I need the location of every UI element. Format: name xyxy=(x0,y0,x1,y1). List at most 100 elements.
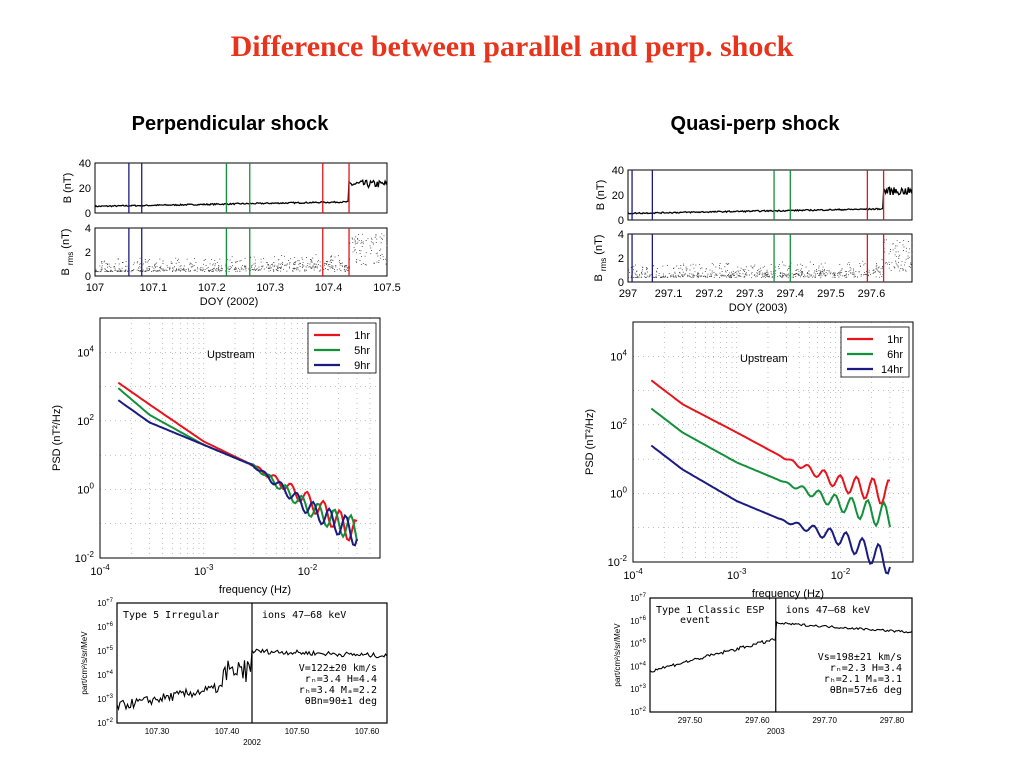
flux-ytick-label: 10+3 xyxy=(97,694,113,704)
psd-series-1hr xyxy=(117,381,358,542)
brms-plot-frame xyxy=(627,233,913,283)
flux-ytick-exp: +4 xyxy=(106,670,114,676)
flux-ytick-exp: +5 xyxy=(106,646,114,652)
flux-ytick-base: 10 xyxy=(97,599,106,608)
brms-axis-label: B rms (nT) xyxy=(60,229,75,276)
flux-ytick-base: 10 xyxy=(630,640,639,649)
psd-ytick-base: 10 xyxy=(75,553,87,565)
psd-ytick-base: 10 xyxy=(610,420,622,432)
flux-yaxis-label: part/cm²/s/sr/MeV xyxy=(80,631,89,695)
flux-ytick-base: 10 xyxy=(630,662,639,671)
ion-energy-label: ions 47–68 keV xyxy=(262,610,346,621)
flux-ytick-exp: +4 xyxy=(639,661,647,667)
psd-ytick-label: 102 xyxy=(610,417,627,432)
flux-ytick-label: 10+4 xyxy=(97,670,113,680)
psd-ytick-exp: -2 xyxy=(620,554,628,563)
flux-ytick-label: 10+7 xyxy=(630,593,646,603)
flux-xtick-label: 297.60 xyxy=(745,716,770,725)
shock-param-label: rₕ=3.4 Mₐ=2.2 xyxy=(299,685,377,696)
brms-label-sub: rms xyxy=(66,252,75,265)
psd-ytick-base: 10 xyxy=(610,351,622,363)
shock-param-label: rₕ=2.1 Mₐ=3.1 xyxy=(824,674,902,685)
legend-label-9hr: 9hr xyxy=(354,360,370,372)
psd-ytick-base: 10 xyxy=(77,347,89,359)
psd-legend: 1hr 5hr 9hr xyxy=(307,322,377,374)
psd-ytick-base: 10 xyxy=(77,484,89,496)
psd-ytick-base: 10 xyxy=(77,416,89,428)
psd-xaxis-label: frequency (Hz) xyxy=(219,584,291,596)
psd-xtick-label: 10-4 xyxy=(90,563,110,578)
flux-xtick-label: 107.40 xyxy=(215,727,240,736)
psd-xtick-label: 10-4 xyxy=(623,567,643,582)
time-xtick-label: 297 xyxy=(619,288,637,300)
shock-param-label: V=122±20 km/s xyxy=(299,663,377,674)
flux-xtick-label: 297.80 xyxy=(880,716,905,725)
b-ytick-label: 20 xyxy=(612,190,624,202)
brms-plot: 4 2 0 B rms (nT) 297 297.1 297.2 297.3 297.4 297.… xyxy=(593,229,913,314)
flux-plot: 10+210+310+410+510+610+7part/cm²/s/sr/Me… xyxy=(80,598,388,747)
flux-year-label: 2002 xyxy=(243,738,261,747)
psd-xtick-exp: -2 xyxy=(843,567,851,576)
b-axis-label: B (nT) xyxy=(595,180,607,211)
time-xtick-label: 107.3 xyxy=(256,282,284,294)
psd-yaxis-label: PSD (nT²/Hz) xyxy=(51,405,63,471)
psd-series-1hr xyxy=(650,379,891,505)
flux-ytick-label: 10+5 xyxy=(97,646,113,656)
psd-legend: 1hr 6hr 14hr xyxy=(840,326,910,378)
psd-ytick-base: 10 xyxy=(610,488,622,500)
flux-ytick-label: 10+5 xyxy=(630,639,646,649)
psd-series-6hr xyxy=(650,407,891,528)
b-field-trace xyxy=(627,186,913,215)
shock-param-label: θBn=57±6 deg xyxy=(830,685,902,696)
flux-ytick-label: 10+6 xyxy=(630,616,646,626)
psd-xtick-exp: -3 xyxy=(739,567,747,576)
psd-annotation: Upstream xyxy=(740,353,788,365)
flux-xtick-label: 107.30 xyxy=(145,727,170,736)
flux-xtick-label: 107.60 xyxy=(355,727,380,736)
shock-param-label: rₙ=3.4 H=4.4 xyxy=(305,674,377,685)
time-xtick-label: 297.2 xyxy=(695,288,723,300)
flux-ytick-exp: +6 xyxy=(106,622,114,628)
flux-ytick-base: 10 xyxy=(630,617,639,626)
psd-series-5hr xyxy=(117,387,358,542)
brms-axis-label: B rms (nT) xyxy=(593,235,608,282)
psd-frame xyxy=(99,317,381,559)
flux-ytick-exp: +2 xyxy=(639,707,647,713)
flux-ytick-base: 10 xyxy=(630,708,639,717)
time-xtick-label: 297.4 xyxy=(777,288,805,300)
flux-ytick-label: 10+3 xyxy=(630,684,646,694)
brms-ytick-label: 2 xyxy=(618,253,624,265)
legend-label-1hr: 1hr xyxy=(354,330,370,342)
psd-ytick-exp: 2 xyxy=(623,417,628,426)
psd-xtick-exp: -3 xyxy=(206,563,214,572)
brms-ytick-label: 4 xyxy=(618,229,624,241)
psd-ytick-exp: 4 xyxy=(90,344,95,353)
legend-label-14hr: 14hr xyxy=(881,364,903,376)
flux-trace xyxy=(116,648,388,712)
time-xtick-label: 297.1 xyxy=(655,288,683,300)
b-field-plot: 40 20 0 B (nT) xyxy=(595,165,913,227)
flux-ytick-label: 10+2 xyxy=(97,718,113,728)
psd-xtick-base: 10 xyxy=(194,566,206,578)
flux-ytick-exp: +6 xyxy=(639,616,647,622)
psd-ytick-exp: 4 xyxy=(623,348,628,357)
b-ytick-label: 0 xyxy=(85,208,91,220)
brms-plot-frame xyxy=(94,227,388,277)
b-axis-label: B (nT) xyxy=(62,173,74,204)
brms-label-sub: rms xyxy=(599,258,608,271)
psd-xtick-base: 10 xyxy=(623,570,635,582)
brms-ytick-label: 0 xyxy=(618,277,624,289)
flux-ytick-base: 10 xyxy=(97,671,106,680)
psd-annotation: Upstream xyxy=(207,349,255,361)
flux-ytick-exp: +7 xyxy=(639,593,647,599)
flux-trace xyxy=(649,620,913,673)
psd-xtick-base: 10 xyxy=(831,570,843,582)
psd-xtick-base: 10 xyxy=(727,570,739,582)
psd-ytick-label: 100 xyxy=(77,481,94,496)
brms-ytick-label: 2 xyxy=(85,247,91,259)
psd-ytick-label: 102 xyxy=(77,413,94,428)
time-xtick-label: 297.3 xyxy=(736,288,764,300)
